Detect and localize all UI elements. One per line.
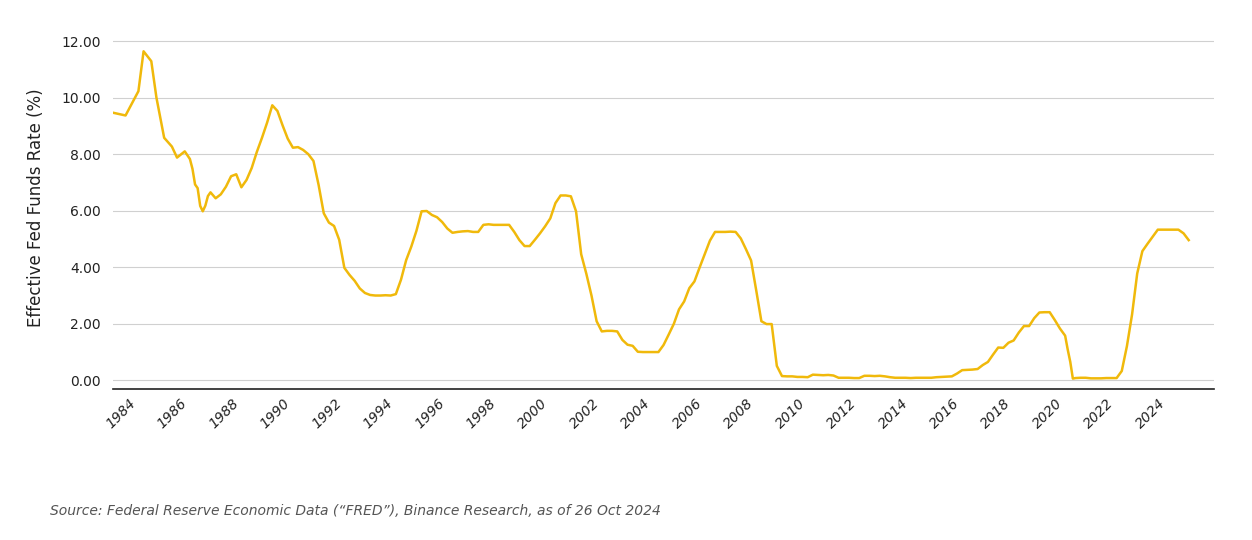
- Y-axis label: Effective Fed Funds Rate (%): Effective Fed Funds Rate (%): [26, 89, 45, 327]
- Text: Source: Federal Reserve Economic Data (“FRED”), Binance Research, as of 26 Oct 2: Source: Federal Reserve Economic Data (“…: [50, 504, 661, 518]
